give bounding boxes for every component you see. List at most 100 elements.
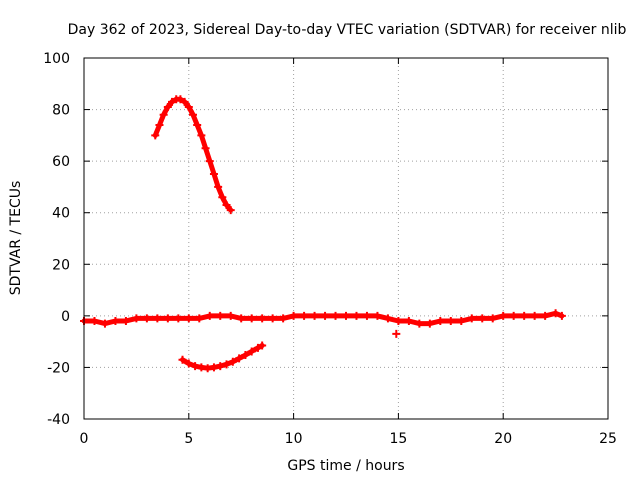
data-point <box>111 317 120 326</box>
data-point <box>228 357 237 366</box>
data-point <box>205 157 214 166</box>
data-point <box>394 317 403 326</box>
data-point <box>222 360 231 369</box>
series-0 <box>80 309 566 328</box>
data-point <box>446 317 455 326</box>
data-point <box>253 343 262 352</box>
plot-frame <box>83 57 609 420</box>
data-point <box>415 319 424 328</box>
data-point <box>300 311 309 320</box>
y-tick-label: 0 <box>61 309 70 325</box>
data-point <box>237 314 246 323</box>
y-tick-label: -20 <box>47 360 70 376</box>
data-point <box>159 110 168 119</box>
data-point <box>222 200 231 209</box>
data-point <box>121 317 130 326</box>
data-point <box>155 121 164 130</box>
data-point <box>178 355 187 364</box>
x-tick-label: 25 <box>599 431 617 447</box>
data-point <box>201 144 210 153</box>
data-point <box>214 182 223 191</box>
y-tick-label: -40 <box>47 412 70 428</box>
data-point <box>142 314 151 323</box>
y-tick-label: 100 <box>43 51 70 67</box>
x-axis-label: GPS time / hours <box>287 458 404 474</box>
data-point <box>331 311 340 320</box>
data-point <box>174 314 183 323</box>
data-point <box>205 311 214 320</box>
data-point <box>268 314 277 323</box>
data-point <box>191 362 200 371</box>
data-point <box>90 317 99 326</box>
data-point <box>180 97 189 106</box>
y-tick-label: 20 <box>52 257 70 273</box>
data-point <box>216 362 225 371</box>
data-point <box>163 102 172 111</box>
y-tick-label: 40 <box>52 206 70 222</box>
data-point <box>247 314 256 323</box>
data-point <box>153 314 162 323</box>
series-2 <box>178 341 267 373</box>
x-tick-label: 10 <box>285 431 303 447</box>
series-3 <box>392 329 401 338</box>
data-point <box>557 311 566 320</box>
axis-ticks: 0 5 10 15 20 25 -40 -20 0 20 40 60 80 100 <box>43 51 617 447</box>
data-point <box>425 319 434 328</box>
data-point <box>321 311 330 320</box>
data-point <box>478 314 487 323</box>
data-point <box>279 314 288 323</box>
data-point <box>310 311 319 320</box>
x-tick-label: 15 <box>389 431 407 447</box>
data-point <box>362 311 371 320</box>
data-point <box>226 311 235 320</box>
y-tick-label: 60 <box>52 154 70 170</box>
data-point <box>100 319 109 328</box>
x-tick-label: 5 <box>184 431 193 447</box>
data-point <box>541 311 550 320</box>
data-point <box>176 95 185 104</box>
data-point <box>184 314 193 323</box>
y-axis-label: SDTVAR / TECUs <box>8 181 24 296</box>
data-point <box>467 314 476 323</box>
x-tick-label: 20 <box>494 431 512 447</box>
data-point <box>163 314 172 323</box>
data-point <box>383 314 392 323</box>
data-point <box>509 311 518 320</box>
data-point <box>247 347 256 356</box>
y-tick-label: 80 <box>52 103 70 119</box>
data-point <box>436 317 445 326</box>
data-point <box>342 311 350 320</box>
data-point <box>392 329 401 338</box>
data-points <box>80 95 566 373</box>
data-point <box>499 311 508 320</box>
data-point <box>209 363 218 372</box>
data-point <box>258 314 267 323</box>
data-point <box>241 351 250 360</box>
data-point <box>530 311 539 320</box>
data-point <box>289 311 298 320</box>
chart-title: Day 362 of 2023, Sidereal Day-to-day VTE… <box>68 22 627 38</box>
data-point <box>235 354 244 363</box>
data-point <box>188 110 197 119</box>
data-point <box>151 131 160 140</box>
data-point <box>404 317 413 326</box>
data-point <box>457 317 466 326</box>
data-point <box>193 121 202 130</box>
data-point <box>168 97 177 106</box>
data-point <box>184 359 193 368</box>
data-point <box>216 311 225 320</box>
data-point <box>197 131 206 140</box>
data-point <box>184 102 193 111</box>
data-point <box>218 193 227 202</box>
data-point <box>258 341 267 350</box>
x-tick-label: 0 <box>80 431 89 447</box>
data-point <box>488 314 497 323</box>
series-1 <box>151 95 235 215</box>
data-point <box>520 311 529 320</box>
data-point <box>132 314 141 323</box>
data-point <box>226 206 235 215</box>
data-point <box>352 311 361 320</box>
data-point <box>551 309 560 318</box>
data-point <box>209 170 218 179</box>
